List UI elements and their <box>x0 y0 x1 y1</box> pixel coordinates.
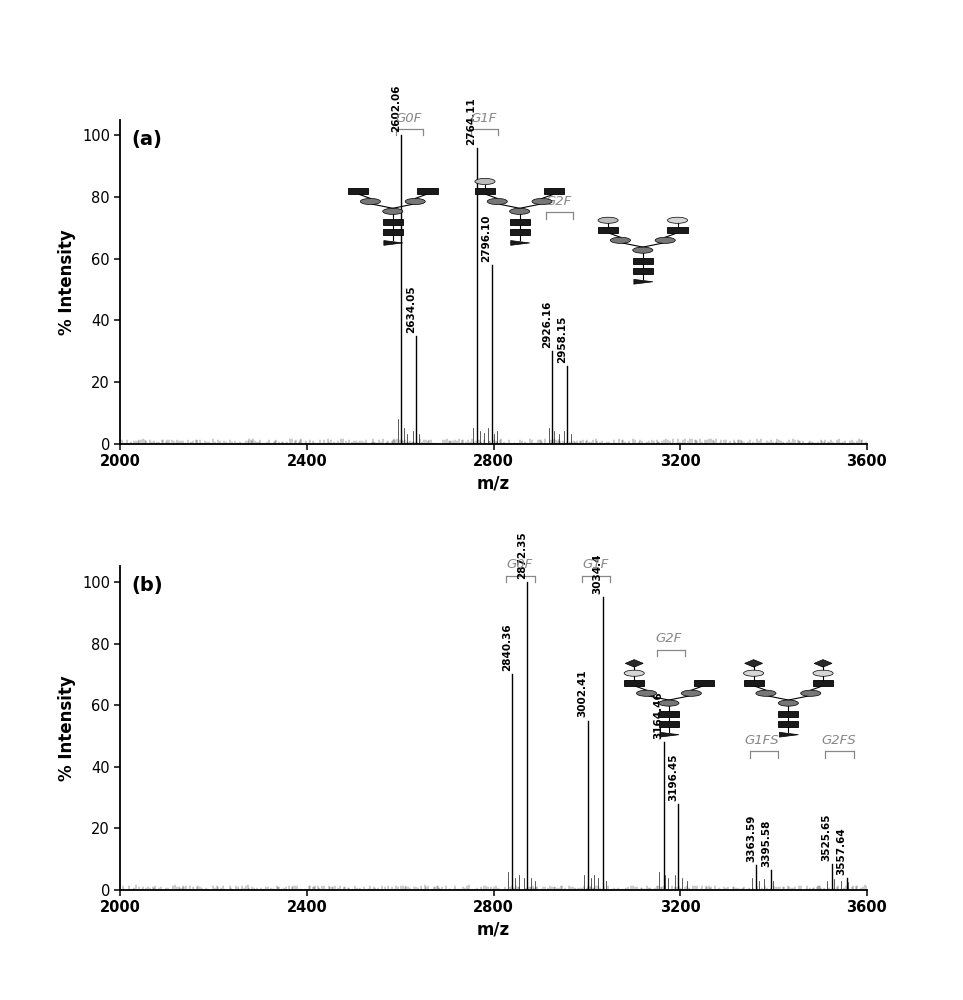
Y-axis label: % Intensity: % Intensity <box>59 229 76 335</box>
Bar <box>475 188 495 194</box>
Text: 2840.36: 2840.36 <box>502 624 512 671</box>
Text: 2872.35: 2872.35 <box>517 531 527 579</box>
Polygon shape <box>814 660 832 667</box>
Text: (b): (b) <box>132 576 163 595</box>
Ellipse shape <box>800 690 820 696</box>
Text: 2958.15: 2958.15 <box>557 316 567 363</box>
Bar <box>382 219 403 225</box>
Bar <box>659 721 679 727</box>
Ellipse shape <box>475 178 495 185</box>
Polygon shape <box>779 732 798 737</box>
Bar <box>348 188 368 194</box>
Bar <box>509 229 530 235</box>
Bar <box>813 680 833 686</box>
Text: G1F: G1F <box>582 558 609 571</box>
Ellipse shape <box>624 670 644 676</box>
Text: 3196.45: 3196.45 <box>668 753 678 801</box>
Text: 3557.64: 3557.64 <box>837 827 846 875</box>
Ellipse shape <box>681 690 701 696</box>
Polygon shape <box>744 660 763 667</box>
Text: G2F: G2F <box>656 632 682 645</box>
Text: G0F: G0F <box>507 558 533 571</box>
Text: 3164.46: 3164.46 <box>653 691 664 739</box>
Ellipse shape <box>405 198 426 205</box>
Ellipse shape <box>598 217 618 223</box>
Polygon shape <box>384 241 403 245</box>
Ellipse shape <box>659 700 679 706</box>
Text: G1F: G1F <box>471 112 497 125</box>
Text: G0F: G0F <box>396 112 422 125</box>
Ellipse shape <box>813 670 833 676</box>
Bar <box>598 227 618 233</box>
Text: 3363.59: 3363.59 <box>746 815 756 862</box>
Ellipse shape <box>667 217 688 223</box>
Text: 3525.65: 3525.65 <box>821 813 832 861</box>
Text: 2796.10: 2796.10 <box>482 214 491 262</box>
Ellipse shape <box>756 690 776 696</box>
Bar <box>778 711 798 717</box>
Ellipse shape <box>633 247 653 253</box>
Polygon shape <box>625 660 643 667</box>
Ellipse shape <box>743 670 764 676</box>
Bar <box>382 229 403 235</box>
Ellipse shape <box>637 690 657 696</box>
Text: 2602.06: 2602.06 <box>391 85 401 132</box>
Text: G2FS: G2FS <box>820 734 855 747</box>
Text: 2764.11: 2764.11 <box>466 97 477 145</box>
Bar <box>633 268 653 274</box>
Bar <box>667 227 688 233</box>
Ellipse shape <box>611 237 631 243</box>
Polygon shape <box>660 732 679 737</box>
Ellipse shape <box>382 208 403 214</box>
Ellipse shape <box>487 198 508 205</box>
Bar <box>633 258 653 264</box>
Ellipse shape <box>509 208 530 214</box>
X-axis label: m/z: m/z <box>477 475 510 493</box>
Text: (a): (a) <box>132 130 163 149</box>
Bar <box>509 219 530 225</box>
Text: 3034.4: 3034.4 <box>592 554 603 594</box>
Bar <box>693 680 714 686</box>
Text: 2634.05: 2634.05 <box>405 285 416 333</box>
X-axis label: m/z: m/z <box>477 921 510 939</box>
Polygon shape <box>510 241 530 245</box>
Ellipse shape <box>532 198 552 205</box>
Bar <box>624 680 644 686</box>
Polygon shape <box>634 279 653 284</box>
Bar <box>743 680 764 686</box>
Text: G2F: G2F <box>546 195 572 208</box>
Ellipse shape <box>360 198 380 205</box>
Bar <box>659 711 679 717</box>
Bar <box>417 188 437 194</box>
Bar <box>544 188 564 194</box>
Text: G1FS: G1FS <box>745 734 779 747</box>
Text: 3002.41: 3002.41 <box>578 670 587 717</box>
Text: 3395.58: 3395.58 <box>761 820 770 867</box>
Text: 2926.16: 2926.16 <box>542 301 552 348</box>
Ellipse shape <box>655 237 675 243</box>
Bar <box>778 721 798 727</box>
Ellipse shape <box>778 700 798 706</box>
Y-axis label: % Intensity: % Intensity <box>59 675 76 781</box>
